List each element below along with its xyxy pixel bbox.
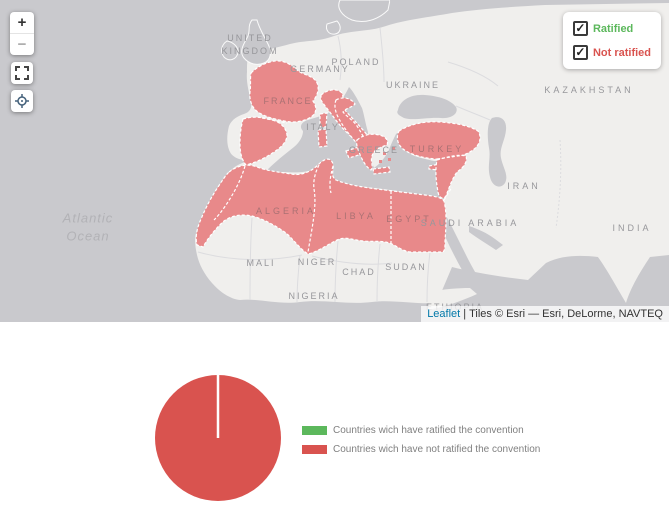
island-corsica — [319, 112, 328, 128]
aegean-islet — [388, 158, 391, 161]
bay-of-bengal — [626, 255, 669, 322]
locate-icon — [15, 94, 29, 108]
zoom-in-button[interactable]: + — [17, 14, 27, 31]
leaflet-link[interactable]: Leaflet — [427, 308, 461, 320]
map-layer-legend: ✓ Ratified ✓ Not ratified — [562, 12, 661, 69]
green-swatch-icon — [302, 426, 327, 435]
baltic-sea — [390, 0, 424, 14]
pie-legend-label-ratified: Countries wich have ratified the convent… — [333, 425, 524, 436]
attribution-bar: Leaflet | Tiles © Esri — Esri, DeLorme, NA… — [421, 306, 669, 322]
checkbox-ratified-icon[interactable]: ✓ — [572, 21, 588, 36]
pie-legend-item-ratified: Countries wich have ratified the convent… — [302, 425, 540, 436]
fullscreen-icon — [15, 66, 29, 80]
highlighted-countries — [195, 60, 481, 255]
legend-item-ratified[interactable]: ✓ Ratified — [572, 21, 651, 36]
pie-legend: Countries wich have ratified the convent… — [302, 425, 540, 455]
country-turkey — [396, 121, 481, 160]
great-britain-shape — [241, 19, 271, 65]
zoom-out-button[interactable]: − — [10, 33, 34, 55]
black-sea — [397, 94, 457, 120]
checkbox-not-ratified-icon[interactable]: ✓ — [572, 45, 588, 60]
denmark-shape — [326, 20, 341, 35]
india-shape — [598, 256, 650, 303]
map-canvas — [195, 0, 669, 322]
island-sardinia — [317, 128, 328, 148]
ireland-shape — [221, 40, 239, 61]
legend-item-not-ratified[interactable]: ✓ Not ratified — [572, 45, 651, 60]
legend-label-ratified: Ratified — [592, 22, 634, 35]
fullscreen-button[interactable] — [11, 62, 33, 84]
legend-label-not-ratified: Not ratified — [592, 46, 651, 59]
aegean-islet — [392, 147, 395, 150]
pie-legend-item-not-ratified: Countries wich have not ratified the con… — [302, 444, 540, 455]
scandinavia-shape — [338, 0, 391, 23]
tiles-credit: Tiles © Esri — Esri, DeLorme, NAVTEQ — [469, 308, 663, 320]
persian-gulf — [469, 226, 503, 250]
island-crete — [372, 166, 391, 175]
countries-north-africa — [195, 158, 447, 255]
pie-chart — [155, 375, 281, 501]
aegean-islet — [383, 152, 386, 155]
leaflet-map[interactable]: UNITED KINGDOM GERMANY POLAND UKRAINE KA… — [0, 0, 669, 322]
locate-button[interactable] — [11, 90, 33, 112]
country-spain — [239, 116, 288, 166]
pie-chart-section: Countries wich have ratified the convent… — [0, 322, 669, 510]
horn-of-africa — [428, 288, 477, 310]
country-france — [249, 60, 319, 123]
highlighted-internal-borders — [213, 117, 466, 253]
arabian-sea — [430, 255, 634, 322]
country-croatia-albania — [334, 97, 368, 147]
country-borders — [197, 27, 562, 303]
red-swatch-icon — [302, 445, 327, 454]
country-greece — [356, 133, 389, 171]
attribution-separator: | — [463, 308, 467, 320]
zoom-control: + − — [10, 12, 34, 55]
caspian-sea — [487, 117, 507, 187]
aegean-islet — [379, 160, 382, 163]
pie-legend-label-not-ratified: Countries wich have not ratified the con… — [333, 444, 541, 455]
